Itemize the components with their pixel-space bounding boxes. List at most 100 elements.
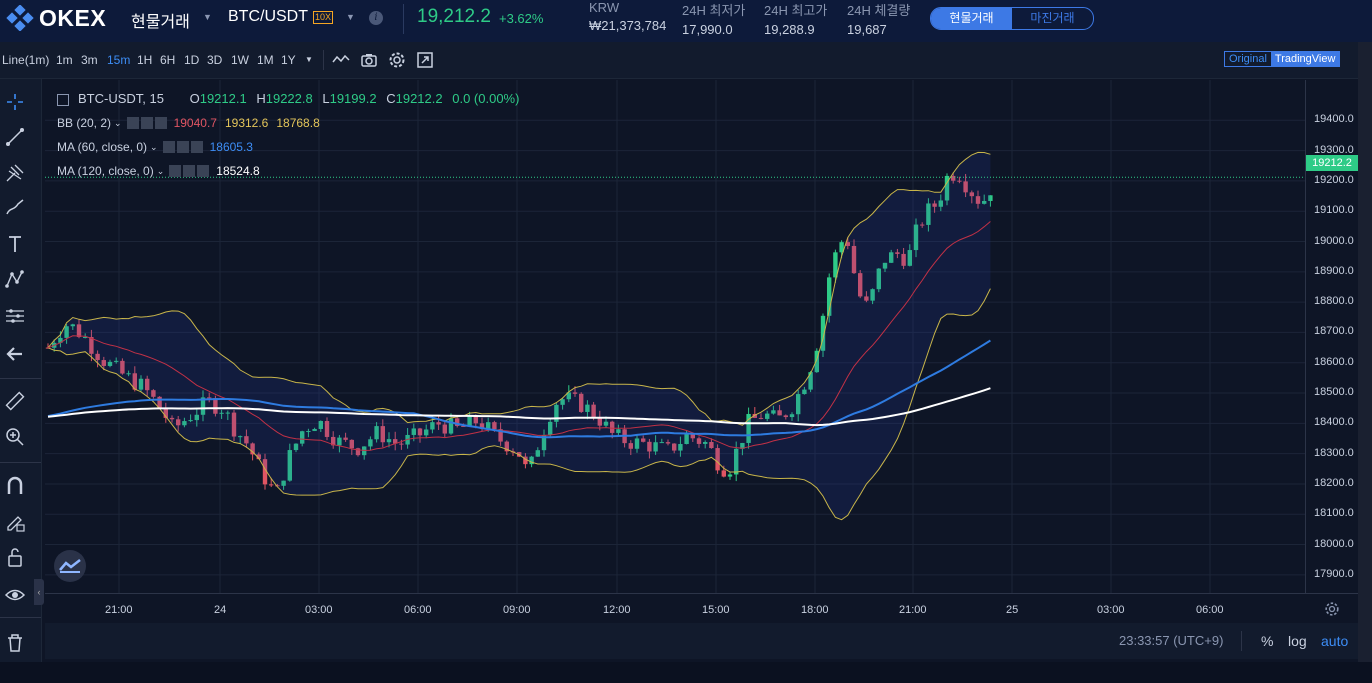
pattern-icon[interactable] [4,268,26,290]
candle-body [672,443,677,451]
remove-icon[interactable] [197,165,210,177]
candle-body [448,418,454,434]
candle-body [566,392,571,400]
candle-body [58,337,63,343]
price-tick: 19300.0 [1314,143,1354,156]
magnet-icon[interactable] [4,475,26,497]
time-axis[interactable]: 21:00 24 03:00 06:00 09:00 12:00 15:00 18:00 21:… [45,593,1358,624]
price-tick: 18600.0 [1314,355,1354,368]
chart-type-selector[interactable]: Line(1m) [2,53,50,67]
candle-body [442,424,447,434]
price-tick: 18700.0 [1314,325,1354,338]
chart-settings-icon[interactable] [1324,601,1340,617]
candle-body [269,484,274,486]
candle-body [355,448,361,456]
candle-body [89,337,94,354]
trend-line-icon[interactable] [4,126,26,148]
candle-body [244,436,249,444]
view-tradingview-button[interactable]: TradingView [1270,52,1340,66]
eye-icon[interactable] [4,584,26,606]
chevron-down-icon[interactable]: ⌄ [150,141,158,152]
brush-icon[interactable] [4,197,26,219]
interval-15m[interactable]: 15m [107,53,131,67]
price-axis[interactable]: 19400.0 19300.0 19200.0 19100.0 19000.0 18900… [1305,80,1359,593]
remove-icon[interactable] [154,117,167,129]
log-scale-toggle[interactable]: log [1288,633,1307,649]
page-scrollbar[interactable] [1358,42,1372,662]
chevron-down-icon[interactable]: ▼ [203,12,212,22]
settings-icon[interactable] [176,141,189,153]
market-type-selector[interactable]: 현물거래 [131,14,190,31]
hide-icon[interactable] [162,141,175,153]
tradingview-logo[interactable] [54,550,86,582]
bb-middle-line [47,221,991,451]
candle-body [535,450,540,457]
interval-1m[interactable]: 1m [56,53,73,67]
indicator-bb[interactable]: BB (20, 2) ⌄ 19040.7 19312.6 18768.8 [57,116,320,130]
text-icon[interactable] [4,233,26,255]
clock: 23:33:57 (UTC+9) [1119,633,1224,648]
collapse-toolbar-button[interactable]: ‹ [34,579,44,605]
candle-body [665,442,671,444]
hide-icon[interactable] [126,117,139,129]
candle-body [479,423,485,429]
trash-icon[interactable] [4,632,26,654]
collapse-legend-icon[interactable] [57,93,69,106]
candle-body [628,443,633,449]
view-original-button[interactable]: Original [1229,53,1267,65]
time-tick: 03:00 [305,604,333,616]
lock-drawing-icon[interactable] [4,511,26,533]
hide-icon[interactable] [169,165,182,177]
indicator-ma60[interactable]: MA (60, close, 0) ⌄ 18605.3 [57,140,253,154]
remove-icon[interactable] [190,141,203,153]
interval-more-icon[interactable]: ▼ [305,55,313,64]
ma60-value: 18605.3 [209,140,253,154]
settings-icon[interactable] [140,117,153,129]
tab-margin[interactable]: 마진거래 [1030,11,1075,25]
pitchfork-icon[interactable] [4,162,26,184]
interval-1d[interactable]: 1D [184,53,200,67]
crosshair-icon[interactable] [4,91,26,113]
candle-body [176,419,181,426]
candle-body [207,397,212,399]
back-arrow-icon[interactable] [4,343,26,365]
interval-3d[interactable]: 3D [207,53,223,67]
candle-body [982,200,987,204]
candle-body [523,456,528,465]
unlock-icon[interactable] [4,546,26,568]
candle-body [306,431,311,433]
percent-scale-toggle[interactable]: % [1261,633,1274,649]
indicator-ma120[interactable]: MA (120, close, 0) ⌄ 18524.8 [57,164,260,178]
interval-1h[interactable]: 1H [137,53,153,67]
gear-icon[interactable] [388,51,406,69]
interval-1y[interactable]: 1Y [281,53,296,67]
auto-scale-toggle[interactable]: auto [1321,633,1349,649]
zoom-in-icon[interactable] [4,426,26,448]
chevron-down-icon[interactable]: ⌄ [156,165,165,176]
candle-body [163,407,168,418]
indicator-icon[interactable] [332,51,350,69]
price-chart[interactable] [45,80,1305,593]
camera-icon[interactable] [360,51,378,69]
pair-selector[interactable]: BTC/USDT [228,8,308,25]
candle-body [231,412,237,437]
chevron-down-icon[interactable]: ▼ [346,12,355,22]
candle-body [548,421,553,435]
candle-body [560,399,565,405]
okex-logo[interactable]: OKEX [6,5,106,31]
prediction-icon[interactable] [4,305,26,327]
fullscreen-icon[interactable] [416,51,434,69]
time-tick: 03:00 [1097,604,1125,616]
stat-24h-high: 24H 최고가 19,288.9 [764,0,827,37]
candle-body [541,434,547,451]
chevron-down-icon[interactable]: ⌄ [114,117,122,128]
interval-1mo[interactable]: 1M [257,53,274,67]
tab-spot[interactable]: 현물거래 [931,8,1012,29]
settings-icon[interactable] [183,165,196,177]
interval-6h[interactable]: 6H [160,53,176,67]
interval-1w[interactable]: 1W [231,53,249,67]
info-icon[interactable]: i [369,11,383,25]
candle-body [287,450,292,481]
interval-3m[interactable]: 3m [81,53,98,67]
ruler-icon[interactable] [4,390,26,412]
